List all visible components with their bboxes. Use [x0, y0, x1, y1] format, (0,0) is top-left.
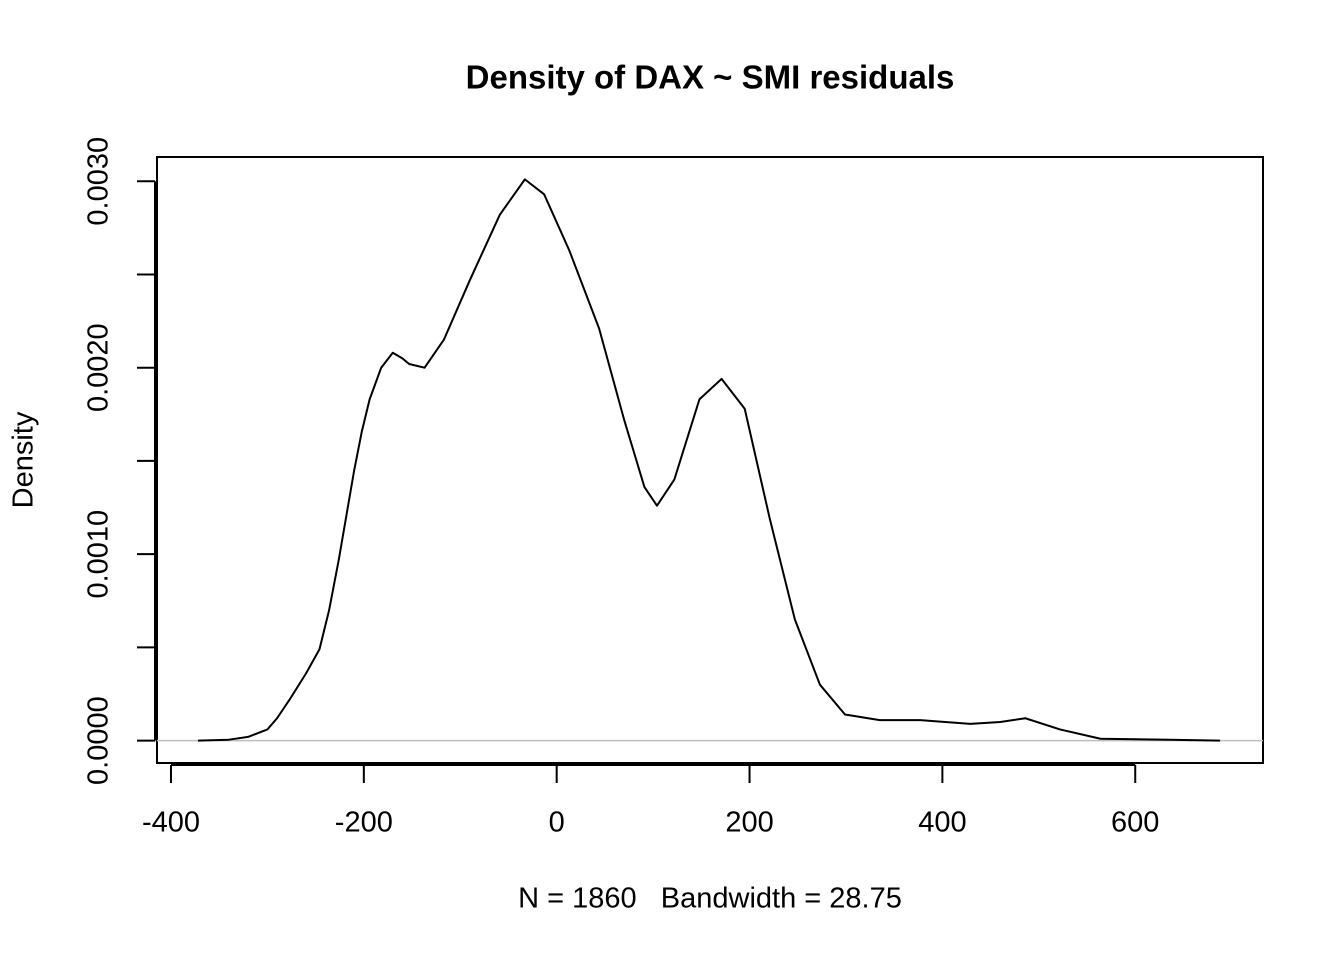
x-tick-label: -400: [142, 807, 200, 839]
x-tick-label: 200: [725, 807, 773, 839]
y-tick-label: 0.0020: [83, 323, 115, 412]
y-tick-label: 0.0000: [83, 696, 115, 785]
y-tick-label: 0.0010: [83, 510, 115, 599]
y-tick-label: 0.0030: [83, 137, 115, 226]
x-axis-label: N = 1860 Bandwidth = 28.75: [518, 883, 902, 915]
x-tick-label: 600: [1111, 807, 1159, 839]
y-axis-label: Density: [8, 411, 40, 508]
chart-title: Density of DAX ~ SMI residuals: [466, 59, 955, 96]
x-tick-label: 400: [918, 807, 966, 839]
density-line: [197, 178, 1221, 742]
x-tick-label: -200: [335, 807, 393, 839]
plot-frame: [156, 156, 1264, 764]
x-tick-label: 0: [549, 807, 565, 839]
